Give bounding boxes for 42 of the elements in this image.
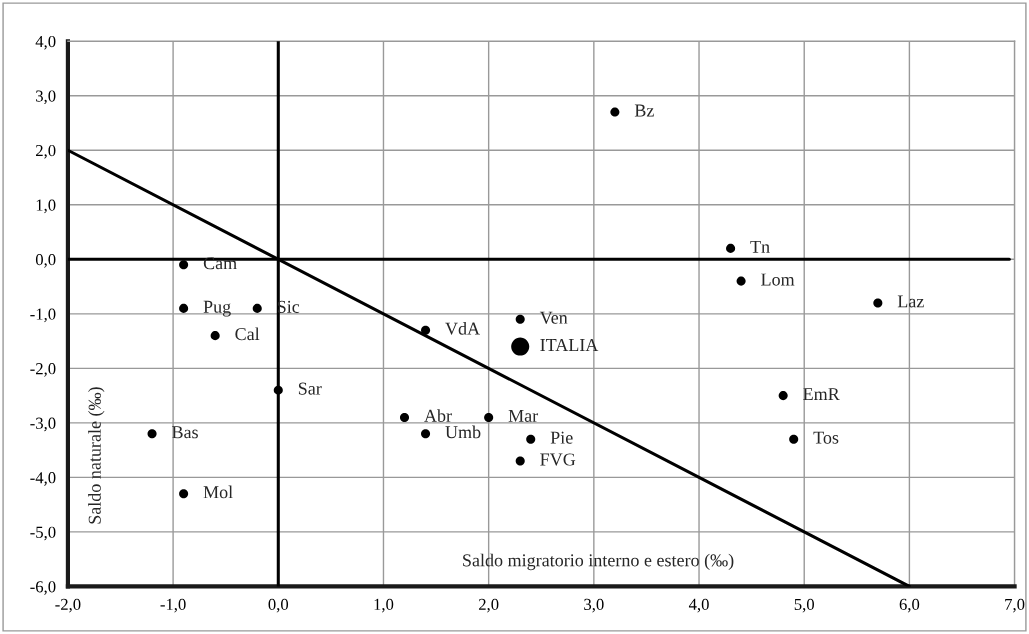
- x-axis-title: Saldo migratorio interno e estero (‰): [463, 553, 734, 571]
- annotation: FVG: [540, 453, 576, 466]
- annotation: Tn: [750, 240, 770, 253]
- x-tick-label: 4,0: [688, 598, 709, 613]
- y-tick-label: 3,0: [36, 90, 56, 105]
- annotation: Tos: [813, 431, 839, 444]
- annotation: Bz: [634, 104, 654, 117]
- annotation: Mar: [508, 409, 539, 422]
- y-tick-label: 2,0: [36, 144, 56, 159]
- y-tick-label: 1,0: [36, 199, 56, 214]
- y-tick-label: -1,0: [30, 308, 56, 323]
- y-tick-label: -2,0: [30, 363, 56, 377]
- y-tick-label: -5,0: [30, 526, 56, 541]
- annotation: Pug: [203, 300, 231, 317]
- y-tick-label: -4,0: [30, 472, 56, 486]
- x-tick-label: 0,0: [268, 598, 289, 613]
- annotation: Ven: [539, 311, 568, 324]
- x-tick-label: 1,0: [374, 598, 394, 613]
- annotation: ITALIA: [540, 338, 599, 351]
- x-tick-label: 2,0: [478, 598, 499, 613]
- annotation: VdA: [445, 322, 480, 335]
- annotation: Lom: [761, 273, 795, 286]
- x-tick-label: 3,0: [584, 598, 604, 613]
- x-tick-label: 7,0: [1005, 598, 1025, 613]
- x-tick-label: -1,0: [160, 598, 186, 613]
- y-axis-title: Saldo naturale (‰): [88, 387, 105, 524]
- x-tick-label: -2,0: [55, 598, 81, 613]
- annotation: Bas: [172, 426, 198, 439]
- x-tick-label: 5,0: [794, 598, 814, 613]
- y-tick-label: 0,0: [35, 254, 56, 268]
- y-tick-label: -6,0: [30, 581, 56, 595]
- y-tick-label: 4,0: [35, 35, 56, 50]
- annotation: Cal: [235, 327, 260, 341]
- annotation: EmR: [803, 388, 840, 400]
- annotation: Laz: [897, 295, 924, 308]
- annotation: Umb: [445, 425, 481, 439]
- annotation: Sar: [298, 382, 322, 395]
- annotation: Abr: [424, 409, 452, 422]
- annotation: Mol: [203, 485, 233, 499]
- annotation: Pie: [550, 431, 573, 444]
- y-tick-label: -3,0: [30, 417, 56, 432]
- x-tick-label: 6,0: [899, 598, 920, 613]
